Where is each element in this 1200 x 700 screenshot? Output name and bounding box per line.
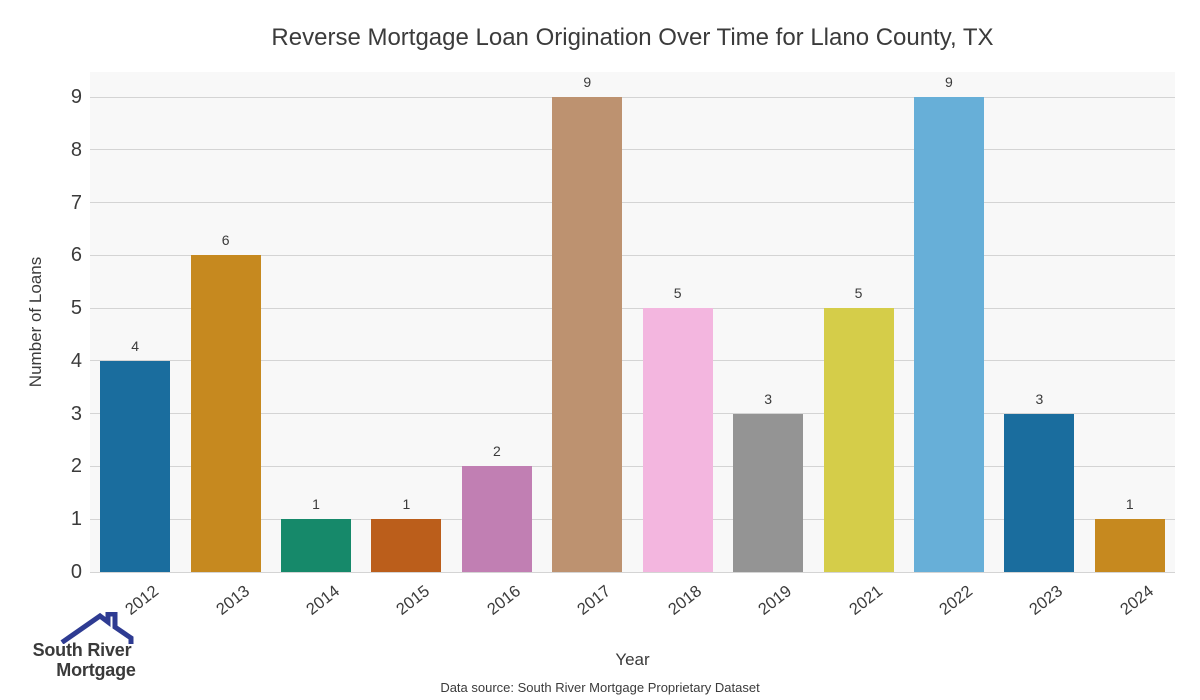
bar-value-label: 3 bbox=[1035, 390, 1044, 407]
plot-area bbox=[90, 72, 1175, 573]
bar-value-label: 3 bbox=[764, 390, 773, 407]
bar-2012 bbox=[100, 360, 171, 572]
x-tick-label: 2018 bbox=[664, 582, 705, 619]
chart-title: Reverse Mortgage Loan Origination Over T… bbox=[271, 24, 994, 51]
bar-2023 bbox=[1004, 413, 1075, 572]
y-tick-label: 0 bbox=[70, 561, 82, 583]
bar-2017 bbox=[552, 97, 623, 572]
x-tick-label: 2022 bbox=[936, 582, 977, 619]
gridline bbox=[90, 149, 1175, 151]
x-tick-label: 2016 bbox=[483, 582, 524, 619]
gridline bbox=[90, 254, 1175, 256]
x-tick-label: 2023 bbox=[1026, 582, 1067, 619]
bar-2015 bbox=[371, 519, 442, 572]
bar-value-label: 2 bbox=[492, 443, 501, 460]
y-tick-label: 7 bbox=[70, 191, 82, 214]
bar-value-label: 1 bbox=[312, 496, 320, 513]
y-tick-label: 1 bbox=[70, 508, 82, 531]
south-river-mortgage-logo: South River Mortgage bbox=[12, 612, 162, 694]
y-tick-label: 6 bbox=[70, 244, 82, 267]
x-tick-label: 2015 bbox=[393, 582, 434, 619]
gridline bbox=[90, 360, 1175, 362]
y-tick-label: 4 bbox=[70, 349, 82, 372]
bar-2024 bbox=[1094, 519, 1165, 572]
y-tick-label: 8 bbox=[70, 138, 82, 161]
bar-2013 bbox=[190, 255, 261, 572]
y-tick-label: 3 bbox=[70, 402, 82, 425]
bar-value-label: 5 bbox=[854, 285, 863, 302]
x-tick-label: 2014 bbox=[303, 582, 344, 619]
bar-value-label: 9 bbox=[583, 74, 592, 90]
y-tick-label: 2 bbox=[70, 455, 82, 478]
logo-text-line2: Mortgage bbox=[56, 660, 136, 680]
x-tick-label: 2019 bbox=[755, 582, 796, 619]
y-tick-label: 9 bbox=[70, 86, 82, 108]
x-tick-label: 2021 bbox=[845, 582, 886, 619]
bar-value-label: 5 bbox=[673, 285, 682, 302]
x-tick-label: 2024 bbox=[1116, 582, 1157, 619]
bar-2016 bbox=[461, 466, 532, 572]
bar-2019 bbox=[733, 413, 804, 572]
house-roof-icon bbox=[60, 612, 134, 644]
bar-2021 bbox=[823, 308, 894, 572]
bar-value-label: 4 bbox=[131, 337, 140, 354]
gridline bbox=[90, 413, 1175, 415]
gridline bbox=[90, 202, 1175, 204]
house-roof-path bbox=[60, 612, 134, 644]
bar-value-label: 1 bbox=[402, 496, 411, 513]
data-source-note: Data source: South River Mortgage Propri… bbox=[440, 680, 760, 695]
bar-2018 bbox=[642, 308, 713, 572]
bar-2014 bbox=[281, 519, 352, 572]
gridline bbox=[90, 307, 1175, 309]
y-tick-label: 5 bbox=[70, 297, 82, 320]
x-tick-label: 2013 bbox=[212, 582, 253, 619]
bar-value-label: 6 bbox=[221, 232, 230, 249]
x-tick-label: 2017 bbox=[574, 582, 615, 619]
gridline bbox=[90, 518, 1175, 520]
logo-text-line1: South River bbox=[32, 640, 132, 660]
gridline bbox=[90, 465, 1175, 467]
gridline bbox=[90, 96, 1175, 98]
x-axis-label: Year bbox=[615, 650, 650, 669]
bar-value-label: 1 bbox=[1125, 496, 1134, 513]
bar-2022 bbox=[913, 97, 984, 572]
bar-value-label: 9 bbox=[945, 74, 953, 90]
